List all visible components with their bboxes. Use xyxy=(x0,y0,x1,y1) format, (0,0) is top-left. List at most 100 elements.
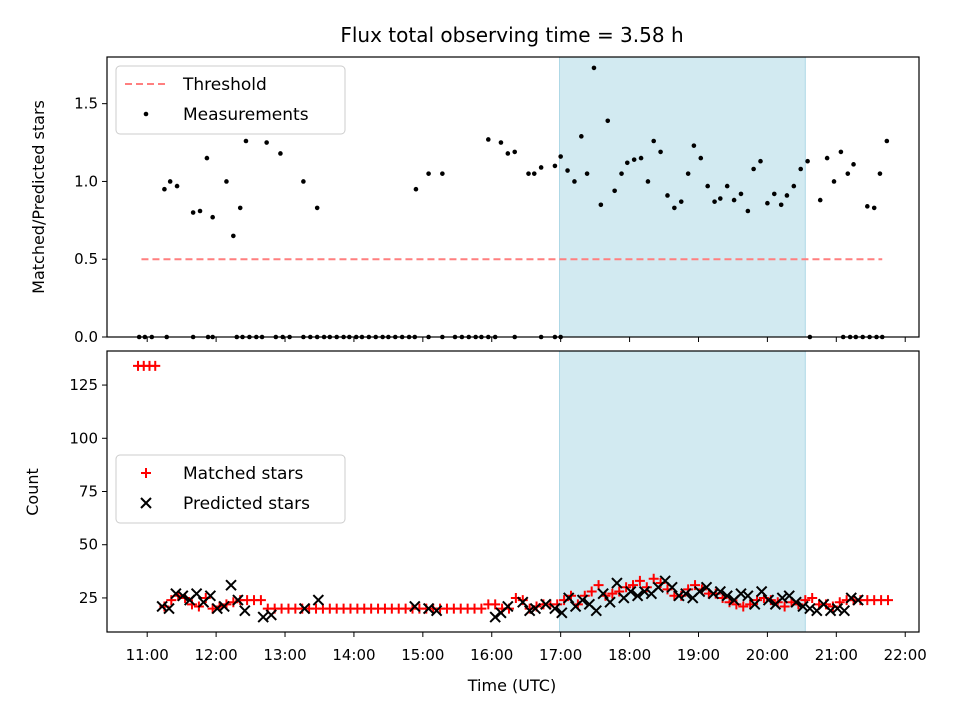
y-tick-label: 1.5 xyxy=(74,95,98,113)
data-point xyxy=(190,210,196,215)
data-point xyxy=(871,205,877,211)
y-tick-label: 75 xyxy=(79,483,98,501)
y-tick-label: 1.0 xyxy=(74,172,98,190)
data-point xyxy=(512,149,518,155)
data-point xyxy=(562,592,575,604)
data-point xyxy=(572,179,577,184)
data-point xyxy=(278,151,283,156)
data-point xyxy=(498,140,504,145)
data-point xyxy=(831,602,844,615)
data-point xyxy=(177,590,189,602)
data-point xyxy=(765,200,770,206)
data-point xyxy=(771,191,777,197)
data-point xyxy=(691,143,697,148)
data-point xyxy=(638,585,651,598)
data-point xyxy=(211,602,223,615)
data-point xyxy=(540,598,552,611)
data-point xyxy=(838,149,844,155)
y-tick-label: 50 xyxy=(79,536,98,554)
data-point xyxy=(301,179,306,184)
y-tick-label: 25 xyxy=(79,589,98,607)
data-point xyxy=(430,605,443,617)
data-point xyxy=(712,199,717,204)
data-point xyxy=(625,585,637,598)
data-point xyxy=(231,233,236,239)
data-point xyxy=(156,600,168,613)
data-point xyxy=(882,595,893,606)
data-point xyxy=(851,162,856,167)
data-point xyxy=(631,590,644,602)
x-tick-label: 22:00 xyxy=(884,646,927,664)
data-point xyxy=(255,595,266,606)
x-tick-label: 12:00 xyxy=(194,646,237,664)
axes-frame xyxy=(106,56,920,338)
data-point xyxy=(237,205,243,211)
data-point xyxy=(556,607,568,619)
data-point xyxy=(558,154,563,159)
data-point xyxy=(778,202,784,208)
data-point xyxy=(210,214,215,220)
data-point xyxy=(751,166,756,172)
data-point xyxy=(265,609,277,621)
data-point xyxy=(597,587,609,600)
data-point xyxy=(243,138,249,144)
data-point xyxy=(807,592,818,603)
chart-title: Flux total observing time = 3.58 h xyxy=(340,23,683,47)
x-tick-label: 20:00 xyxy=(746,646,789,664)
legend-label: Threshold xyxy=(182,75,267,95)
legend-label: Predicted stars xyxy=(183,494,310,514)
data-point xyxy=(666,581,678,594)
data-point xyxy=(762,594,775,606)
data-point xyxy=(645,179,651,184)
data-point xyxy=(257,611,269,623)
x-tick-label: 11:00 xyxy=(126,646,169,664)
data-point xyxy=(865,204,870,209)
data-point xyxy=(824,605,837,617)
data-point xyxy=(665,193,670,198)
data-point xyxy=(749,598,761,611)
data-point xyxy=(755,585,768,598)
data-point xyxy=(817,197,823,203)
data-point xyxy=(264,140,269,145)
data-point xyxy=(619,171,624,176)
data-point xyxy=(197,208,203,214)
data-point xyxy=(162,186,167,192)
legend-box xyxy=(115,65,346,135)
data-point xyxy=(218,600,230,613)
data-point xyxy=(204,590,217,602)
data-point xyxy=(845,171,851,176)
data-point xyxy=(805,158,810,164)
data-point xyxy=(680,587,692,600)
x-axis-label: Time (UTC) xyxy=(467,676,556,695)
x-tick-label: 19:00 xyxy=(677,646,720,664)
legend: Matched stars Predicted stars xyxy=(115,454,346,524)
data-point xyxy=(422,602,435,615)
data-point xyxy=(605,118,611,124)
y-tick-label: 100 xyxy=(69,429,98,447)
data-point xyxy=(724,183,730,189)
data-point xyxy=(735,587,747,600)
data-point xyxy=(678,199,684,204)
top-y-axis-label: Matched/Predicted stars xyxy=(29,100,48,294)
data-point xyxy=(598,202,604,208)
data-point xyxy=(721,590,733,602)
data-point xyxy=(150,360,161,371)
data-point xyxy=(490,599,501,610)
y-tick-label: 125 xyxy=(69,376,98,394)
x-tick-label: 16:00 xyxy=(470,646,513,664)
legend-marker-swatch xyxy=(143,111,149,117)
data-point xyxy=(486,137,491,142)
data-point xyxy=(232,594,244,606)
data-point xyxy=(312,594,325,606)
data-point xyxy=(714,585,727,598)
data-point xyxy=(673,590,685,602)
x-tick-label: 13:00 xyxy=(263,646,306,664)
data-point xyxy=(413,186,419,192)
observing-window-span xyxy=(559,56,806,338)
data-point xyxy=(440,171,445,176)
data-point xyxy=(651,138,656,144)
data-point xyxy=(877,171,883,176)
data-point xyxy=(693,585,706,598)
data-point xyxy=(776,592,789,604)
legend-marker-swatch xyxy=(140,497,152,509)
